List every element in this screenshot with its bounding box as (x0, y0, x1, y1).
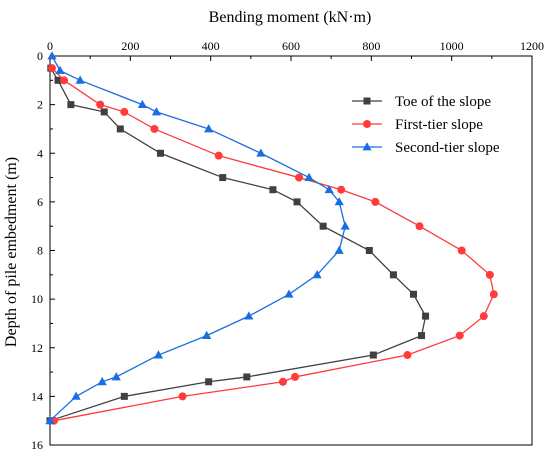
data-point (269, 186, 277, 194)
data-point (47, 51, 57, 60)
data-point (204, 124, 214, 133)
data-point (278, 377, 287, 386)
y-tick-label: 16 (31, 438, 43, 452)
data-point (256, 148, 266, 157)
data-point (334, 197, 344, 206)
legend-item: Toe of the slope (352, 94, 491, 110)
data-point (389, 271, 397, 279)
series-2 (45, 51, 350, 425)
x-tick-label: 0 (47, 39, 53, 53)
data-point (97, 376, 107, 386)
legend-marker (362, 142, 372, 151)
data-point (137, 99, 147, 109)
y-tick-label: 12 (31, 341, 43, 355)
y-tick-label: 6 (37, 195, 43, 209)
x-tick-label: 1000 (440, 39, 464, 53)
data-point (151, 107, 162, 116)
y-tick-label: 8 (37, 244, 43, 258)
data-point (244, 311, 254, 320)
x-axis-title: Bending moment (kN·m) (209, 9, 372, 26)
data-point (334, 245, 344, 254)
series-0 (46, 64, 430, 425)
data-point (324, 184, 334, 194)
y-tick-label: 4 (37, 146, 43, 160)
data-point (295, 173, 304, 182)
x-tick-label: 800 (362, 39, 380, 53)
legend-label: Second-tier slope (395, 140, 500, 156)
data-point (71, 391, 81, 400)
data-point (54, 76, 62, 84)
data-point (457, 246, 466, 255)
data-point (243, 373, 251, 381)
data-point (304, 172, 314, 181)
data-point (291, 372, 300, 381)
data-point (67, 101, 75, 109)
series-layer (45, 51, 498, 425)
data-point (156, 149, 164, 157)
data-point (205, 378, 213, 386)
data-point (489, 290, 498, 299)
data-point (116, 125, 124, 133)
data-point (319, 222, 327, 230)
x-tick-label: 1200 (520, 39, 544, 53)
data-point (340, 221, 350, 230)
y-axis-ticks: 0 2 4 6 8 10 12 14 16 (31, 49, 55, 452)
data-point (153, 350, 164, 359)
y-tick-label: 14 (31, 389, 43, 403)
series-line (49, 55, 346, 422)
legend-marker (363, 97, 371, 105)
data-point (60, 76, 69, 85)
data-point (111, 372, 121, 381)
legend-item: Second-tier slope (352, 140, 500, 156)
y-tick-label: 10 (31, 292, 43, 306)
legend-marker (363, 120, 371, 128)
data-point (415, 222, 424, 231)
data-point (75, 75, 85, 84)
x-tick-label: 200 (121, 39, 139, 53)
legend-label: First-tier slope (395, 117, 483, 133)
legend-item: First-tier slope (352, 117, 483, 133)
series-line (51, 67, 495, 422)
data-point (120, 107, 129, 116)
series-1 (48, 64, 498, 425)
data-point (418, 332, 426, 340)
x-axis-ticks: 0 200 400 600 800 1000 1200 (47, 39, 544, 61)
data-point (100, 108, 108, 116)
legend: Toe of the slope First-tier slope Second-t… (352, 94, 500, 156)
data-point (312, 270, 322, 279)
legend-label: Toe of the slope (395, 94, 491, 110)
data-point (55, 65, 65, 74)
data-point (479, 312, 488, 321)
y-tick-label: 2 (37, 98, 43, 112)
data-point (422, 312, 430, 320)
data-point (96, 100, 105, 109)
data-point (455, 331, 464, 340)
data-point (284, 289, 294, 298)
data-point (214, 151, 223, 160)
data-point (371, 197, 380, 206)
data-point (219, 174, 227, 182)
data-point (365, 247, 373, 254)
data-point (410, 290, 418, 298)
data-point (202, 330, 212, 339)
x-tick-label: 400 (202, 39, 220, 53)
y-tick-label: 0 (37, 49, 43, 63)
data-point (485, 270, 494, 279)
data-point (45, 415, 55, 425)
data-point (369, 351, 377, 359)
data-point (293, 198, 301, 206)
data-point (48, 64, 57, 73)
data-point (150, 124, 159, 133)
data-point (337, 185, 346, 194)
x-tick-label: 600 (282, 39, 300, 53)
data-point (120, 392, 128, 400)
data-point (178, 392, 187, 401)
y-axis-title: Depth of pile embedment (m) (3, 157, 20, 347)
data-point (403, 351, 412, 360)
